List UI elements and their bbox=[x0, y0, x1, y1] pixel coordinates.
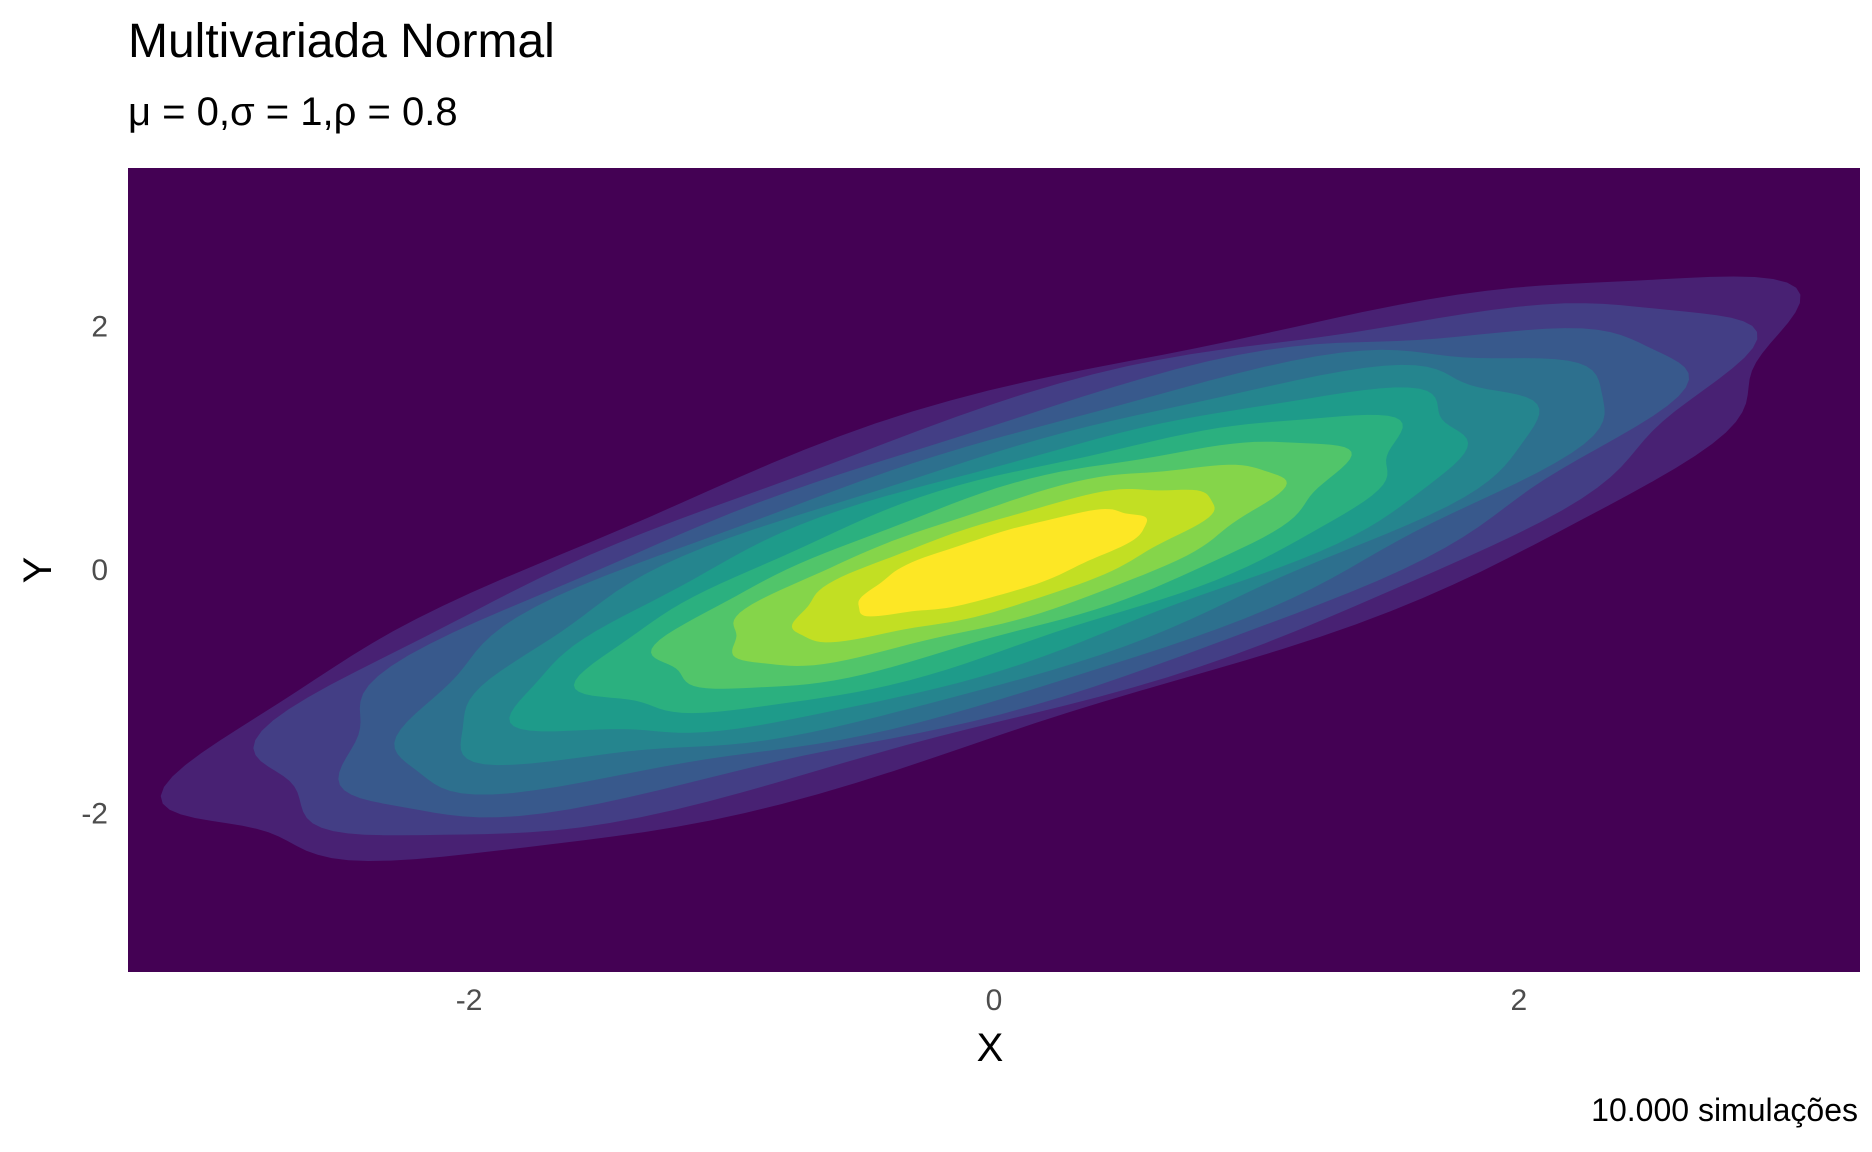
y-tick-label: -2 bbox=[81, 798, 108, 831]
y-axis-ticks: -2 0 2 bbox=[81, 310, 108, 830]
x-tick-label: 0 bbox=[986, 984, 1003, 1017]
y-tick-label: 2 bbox=[91, 310, 108, 343]
x-axis-label: X bbox=[976, 1026, 1004, 1070]
y-axis-label: Y bbox=[16, 556, 60, 584]
chart-subtitle: μ = 0,σ = 1,ρ = 0.8 bbox=[128, 90, 458, 134]
plot-panel bbox=[128, 168, 1860, 972]
density-band-11 bbox=[858, 509, 1148, 617]
x-axis-ticks: -2 0 2 bbox=[456, 984, 1527, 1017]
y-tick-label: 0 bbox=[91, 554, 108, 587]
chart-caption: 10.000 simulações bbox=[1591, 1092, 1858, 1128]
x-tick-label: 2 bbox=[1511, 984, 1528, 1017]
x-tick-label: -2 bbox=[456, 984, 483, 1017]
chart-title: Multivariada Normal bbox=[128, 15, 555, 68]
